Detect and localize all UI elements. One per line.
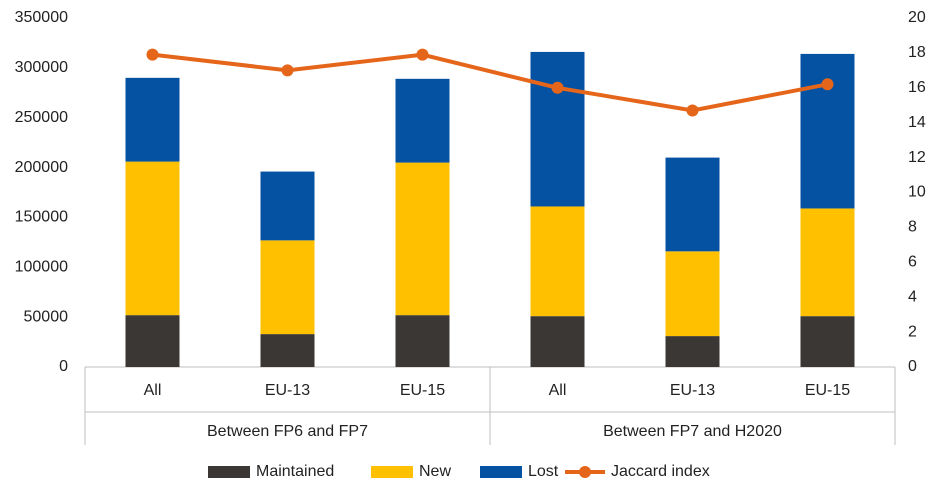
bar-segment [800, 208, 855, 317]
bar-segment [800, 316, 855, 367]
bar-segment [530, 206, 585, 317]
bar-segment [125, 77, 180, 162]
line-marker [551, 81, 564, 94]
bar-segment [800, 53, 855, 209]
line-marker [821, 78, 834, 91]
y-tick-label: 350000 [15, 9, 68, 26]
bar-segment [395, 78, 450, 163]
bar-segment [530, 51, 585, 207]
y-tick-label: 300000 [15, 59, 68, 76]
x-tick-label: EU-13 [670, 382, 715, 399]
y2-tick-label: 8 [908, 219, 917, 236]
y2-tick-label: 2 [908, 323, 917, 340]
bar-segment [125, 315, 180, 367]
y2-tick-label: 18 [908, 44, 926, 61]
x-tick-label: All [549, 382, 567, 399]
bar-segment [395, 162, 450, 316]
y2-tick-label: 10 [908, 184, 926, 201]
bar-segment [125, 161, 180, 316]
bar-segment [665, 157, 720, 252]
y2-tick-label: 14 [908, 114, 926, 131]
legend-swatch [579, 466, 591, 478]
line-marker [146, 48, 159, 61]
x-tick-label: EU-13 [265, 382, 310, 399]
y-tick-label: 150000 [15, 209, 68, 226]
bar-segment [260, 240, 315, 335]
legend-swatch [371, 466, 413, 478]
y2-tick-label: 4 [908, 288, 917, 305]
x-tick-label: All [144, 382, 162, 399]
bar-segment [665, 336, 720, 367]
y2-tick-label: 12 [908, 149, 926, 166]
legend-label: Lost [528, 463, 559, 480]
line-marker [281, 64, 294, 77]
y-tick-label: 0 [59, 358, 68, 375]
bar-segment [530, 316, 585, 367]
legend-label: New [419, 463, 451, 480]
y-tick-label: 50000 [24, 308, 69, 325]
bar-segment [260, 171, 315, 241]
legend-swatch [208, 466, 250, 478]
line [152, 52, 828, 113]
y2-tick-label: 0 [908, 358, 917, 375]
y2-tick-label: 16 [908, 79, 926, 96]
legend-swatch [480, 466, 522, 478]
line-marker [686, 104, 699, 117]
x-tick-label: EU-15 [805, 382, 850, 399]
bar-segment [260, 334, 315, 367]
legend-label: Jaccard index [611, 463, 710, 480]
bar-segment [395, 315, 450, 367]
y2-tick-label: 6 [908, 254, 917, 271]
y-tick-label: 200000 [15, 159, 68, 176]
group-label: Between FP6 and FP7 [207, 423, 368, 440]
y2-tick-label: 20 [908, 9, 926, 26]
y-tick-label: 100000 [15, 259, 68, 276]
x-tick-label: EU-15 [400, 382, 445, 399]
bar-segment [665, 251, 720, 337]
legend-label: Maintained [256, 463, 334, 480]
group-label: Between FP7 and H2020 [603, 423, 782, 440]
line-marker [416, 48, 429, 61]
y-tick-label: 250000 [15, 109, 68, 126]
